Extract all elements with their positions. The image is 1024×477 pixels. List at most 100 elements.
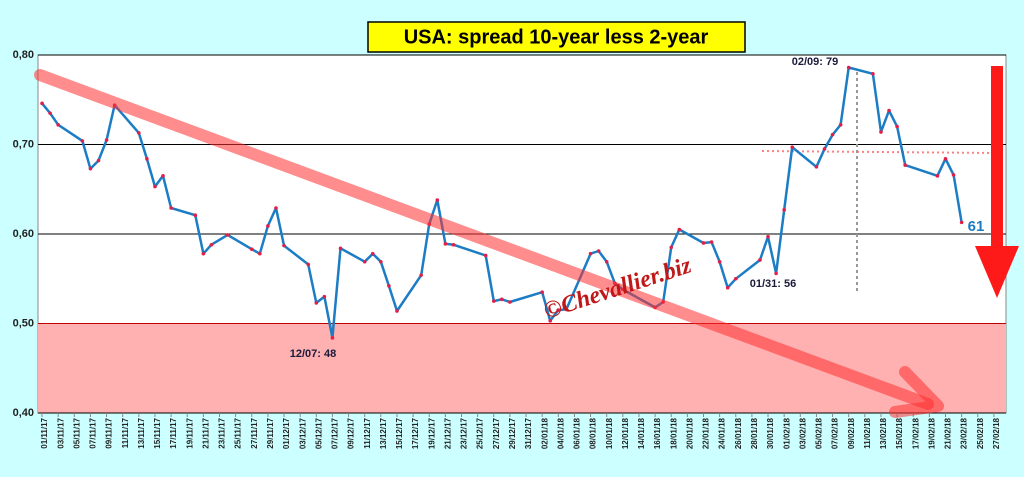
- point: [96, 158, 101, 163]
- point: [145, 157, 149, 161]
- point: [40, 101, 44, 106]
- point: [548, 319, 553, 323]
- point: [790, 145, 795, 149]
- point: [725, 285, 730, 290]
- band: [38, 323, 1006, 413]
- point: [822, 147, 827, 151]
- x-tick-label: 03/02/18: [798, 417, 807, 449]
- resistance-line: [761, 150, 997, 154]
- x-tick-label: 10/01/18: [605, 417, 614, 449]
- point: [443, 242, 448, 246]
- x-tick-label: 03/11/17: [56, 417, 65, 448]
- point: [274, 206, 278, 210]
- x-tick-label: 07/02/18: [831, 417, 840, 449]
- point: [814, 165, 819, 169]
- point: [419, 273, 423, 277]
- point: [137, 131, 141, 135]
- x-tick-label: 29/11/17: [266, 417, 275, 448]
- point: [48, 111, 52, 115]
- point: [370, 251, 375, 256]
- x-tick-label: 05/02/18: [815, 417, 824, 449]
- point: [201, 251, 206, 256]
- x-tick-label: 07/11/17: [89, 417, 98, 448]
- point: [540, 290, 544, 294]
- point: [56, 123, 60, 127]
- point: [209, 242, 214, 247]
- point: [733, 276, 738, 281]
- x-tick-label: 30/01/18: [766, 417, 775, 449]
- x-tick-label: 09/02/18: [847, 417, 856, 449]
- point: [596, 249, 601, 253]
- chart-title: USA: spread 10-year less 2-year: [404, 26, 709, 48]
- point: [669, 245, 674, 250]
- x-tick-label: 18/01/18: [669, 417, 678, 449]
- x-tick-label: 09/11/17: [105, 417, 114, 448]
- x-tick-label: 04/01/18: [556, 417, 565, 449]
- point: [887, 108, 891, 113]
- x-tick-label: 14/01/18: [637, 417, 646, 449]
- x-tick-label: 16/01/18: [653, 417, 662, 449]
- annotation: 01/31: 56: [750, 278, 796, 290]
- x-tick-label: 29/12/17: [508, 417, 517, 449]
- x-tick-label: 25/11/17: [234, 417, 243, 448]
- down-arrow-shaft: [991, 66, 1003, 266]
- series-line: [41, 66, 963, 340]
- point: [959, 220, 964, 225]
- x-tick-label: 01/11/17: [40, 417, 49, 448]
- x-tick-label: 23/11/17: [218, 417, 227, 448]
- point: [895, 124, 899, 129]
- title-box: [367, 21, 746, 53]
- x-tick-label: 19/02/18: [927, 417, 936, 449]
- x-tick-label: 02/01/18: [540, 417, 549, 449]
- x-tick-label: 12/01/18: [621, 417, 630, 449]
- x-tick-label: 27/12/17: [492, 417, 501, 449]
- point: [943, 157, 948, 161]
- point: [435, 198, 440, 202]
- point: [564, 307, 569, 311]
- x-tick-label: 01/02/18: [782, 417, 791, 449]
- x-tick-label: 13/11/17: [137, 417, 146, 448]
- x-tick-label: 05/11/17: [72, 417, 81, 448]
- point: [104, 138, 109, 142]
- x-tick-label: 25/02/18: [976, 417, 985, 449]
- point: [677, 227, 682, 232]
- point: [225, 233, 230, 237]
- point: [758, 258, 762, 262]
- point: [314, 301, 319, 305]
- x-tick-label: 13/02/18: [879, 417, 888, 449]
- annotation: 61: [968, 218, 985, 235]
- y-tick-label: 0,40: [13, 407, 34, 419]
- point: [846, 65, 851, 70]
- x-tick-label: 15/11/17: [153, 417, 162, 448]
- point: [838, 123, 843, 127]
- y-tick-label: 0,80: [13, 49, 34, 61]
- y-tick-label: 0,60: [13, 228, 34, 240]
- x-tick-label: 17/12/17: [411, 417, 420, 449]
- x-tick-label: 27/11/17: [250, 417, 259, 448]
- point: [871, 71, 875, 76]
- point: [483, 253, 488, 258]
- x-tick-label: 19/12/17: [427, 417, 436, 449]
- point: [500, 297, 504, 302]
- point: [717, 259, 722, 264]
- point: [88, 166, 93, 171]
- point: [879, 130, 883, 134]
- x-tick-label: 11/02/18: [863, 417, 872, 448]
- x-tick-label: 15/12/17: [395, 417, 404, 449]
- x-tick-label: 31/12/17: [524, 417, 533, 449]
- x-tick-label: 03/12/17: [298, 417, 307, 449]
- x-tick-label: 21/12/17: [443, 417, 452, 449]
- x-tick-label: 19/11/17: [185, 417, 194, 448]
- point: [588, 251, 593, 256]
- x-tick-label: 11/11/17: [121, 417, 130, 448]
- x-tick-label: 09/12/17: [347, 417, 356, 449]
- x-tick-label: 27/02/18: [992, 417, 1001, 449]
- point: [701, 241, 706, 245]
- point: [774, 271, 778, 276]
- trend-arrows: [34, 66, 1019, 418]
- point: [306, 262, 311, 267]
- x-tick-label: 17/11/17: [169, 417, 178, 448]
- x-tick-label: 22/01/18: [702, 417, 711, 449]
- point: [951, 173, 956, 177]
